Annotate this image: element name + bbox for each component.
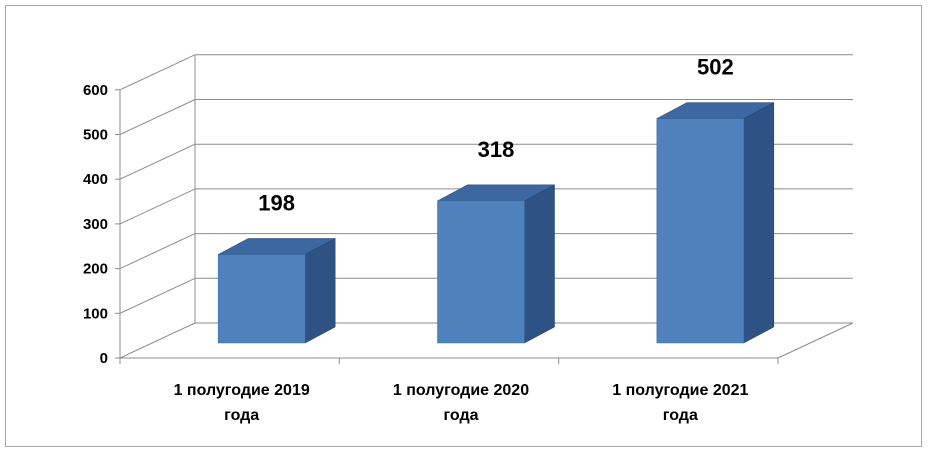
y-tick-label: 600 <box>83 82 108 99</box>
gridline-diagonal <box>119 188 196 225</box>
gridline-diagonal <box>119 233 196 270</box>
y-tick-label: 100 <box>83 305 108 322</box>
gridline-diagonal <box>119 54 196 91</box>
gridline-diagonal <box>119 99 196 135</box>
bar-side <box>524 184 555 344</box>
bar <box>437 200 525 344</box>
y-tick-label: 500 <box>83 127 108 144</box>
bar <box>656 118 745 344</box>
y-tick-label: 300 <box>83 216 108 233</box>
bar <box>217 254 306 344</box>
x-category-label: года <box>443 407 478 424</box>
data-label: 502 <box>697 55 734 80</box>
x-category-label: 1 полугодие 2019 <box>174 382 310 399</box>
gridline-diagonal <box>119 322 196 359</box>
bar-side <box>304 238 336 344</box>
y-tick-label: 400 <box>83 171 108 188</box>
y-tick-label: 200 <box>83 261 108 278</box>
y-tick-label: 0 <box>100 350 108 367</box>
x-category-label: 1 полугодие 2021 <box>612 382 748 399</box>
bar-side <box>743 102 775 344</box>
x-category-label: года <box>663 407 698 424</box>
floor-right-edge <box>777 322 854 359</box>
data-label: 198 <box>258 190 295 215</box>
x-category-label: года <box>224 407 259 424</box>
gridline-diagonal <box>119 143 196 180</box>
x-category-label: 1 полугодие 2020 <box>393 382 529 399</box>
data-label: 318 <box>478 137 515 162</box>
gridline-diagonal <box>119 277 196 314</box>
